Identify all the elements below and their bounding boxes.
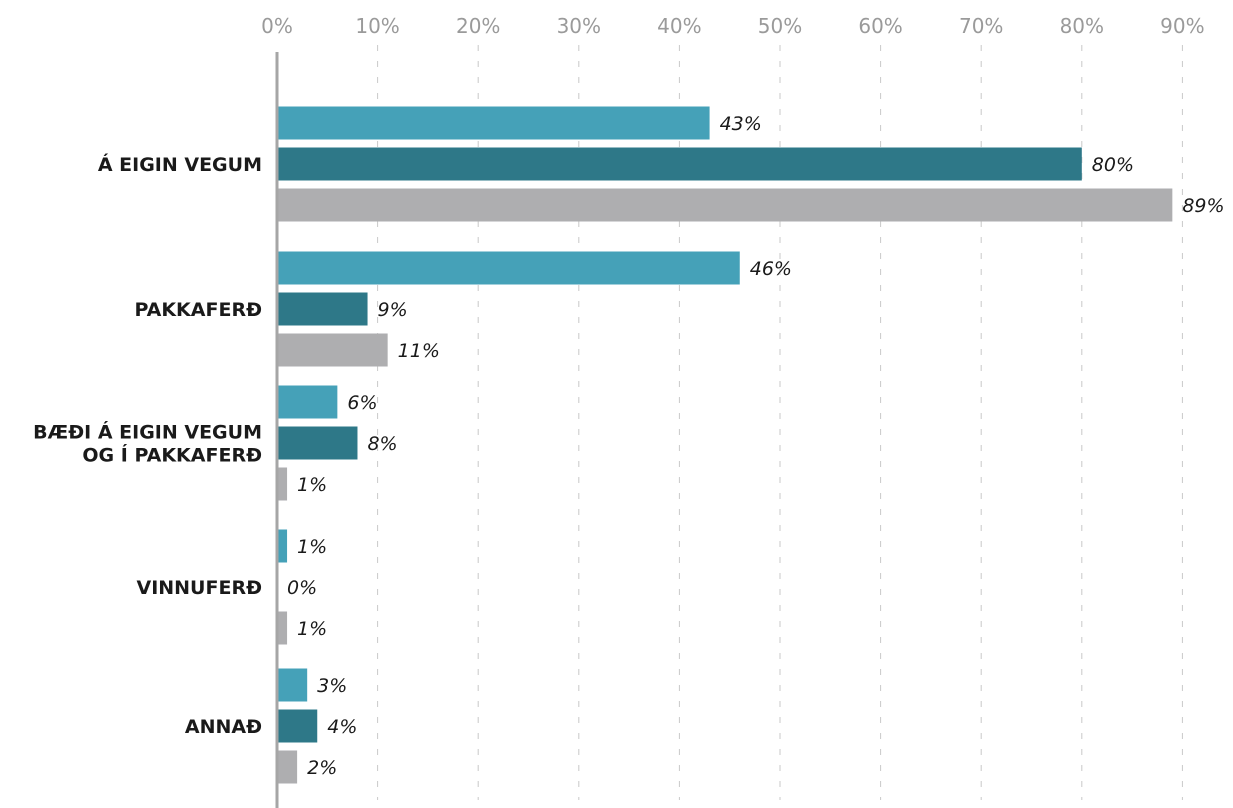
bar [277,188,1173,222]
x-tick-label: 10% [355,14,399,38]
bar [277,709,318,743]
x-tick-label: 20% [456,14,500,38]
x-tick-label: 0% [261,14,293,38]
value-label: 2% [307,757,337,779]
bar [277,529,288,563]
x-tick-label: 90% [1160,14,1204,38]
category-label: OG Í PAKKAFERÐ [82,444,262,467]
x-tick-label: 60% [858,14,902,38]
value-label: 1% [297,474,327,496]
bar [277,292,368,326]
bar [277,467,288,501]
value-label: 8% [367,433,397,455]
x-axis-ticks: 0% 10% 20% 30% 40% 50% 60% 70% 80% 90% [261,14,1204,38]
x-tick-label: 80% [1060,14,1104,38]
bars [277,106,1173,784]
category-label: Á EIGIN VEGUM [98,153,262,176]
bar [277,106,710,140]
bar [277,426,358,460]
value-label: 6% [347,392,377,414]
x-tick-label: 70% [959,14,1003,38]
value-label: 0% [287,577,317,599]
category-label: BÆÐI Á EIGIN VEGUM [33,421,262,444]
bar [277,385,338,419]
category-label: PAKKAFERÐ [134,299,262,321]
value-label: 43% [720,113,762,135]
category-labels: Á EIGIN VEGUM PAKKAFERÐ BÆÐI Á EIGIN VEGUM… [33,153,262,738]
value-label: 1% [297,536,327,558]
x-tick-label: 50% [758,14,802,38]
bar [277,611,288,645]
x-tick-label: 30% [557,14,601,38]
value-label: 1% [297,618,327,640]
gridlines [377,45,1183,800]
bar [277,668,308,702]
bar [277,750,298,784]
value-labels: 43% 80% 89% 46% 9% 11% 6% 8% 1% 1% 0% 1% 3% 4% 2% [287,113,1225,779]
value-label: 11% [398,340,440,362]
value-label: 9% [378,299,408,321]
bar [277,251,740,285]
value-label: 3% [317,675,347,697]
category-label: ANNAÐ [185,716,262,738]
category-label: VINNUFERÐ [136,577,262,599]
value-label: 4% [327,716,357,738]
bar [277,147,1082,181]
x-tick-label: 40% [657,14,701,38]
value-label: 80% [1092,154,1134,176]
value-label: 46% [750,258,792,280]
bar [277,333,388,367]
value-label: 89% [1182,195,1224,217]
